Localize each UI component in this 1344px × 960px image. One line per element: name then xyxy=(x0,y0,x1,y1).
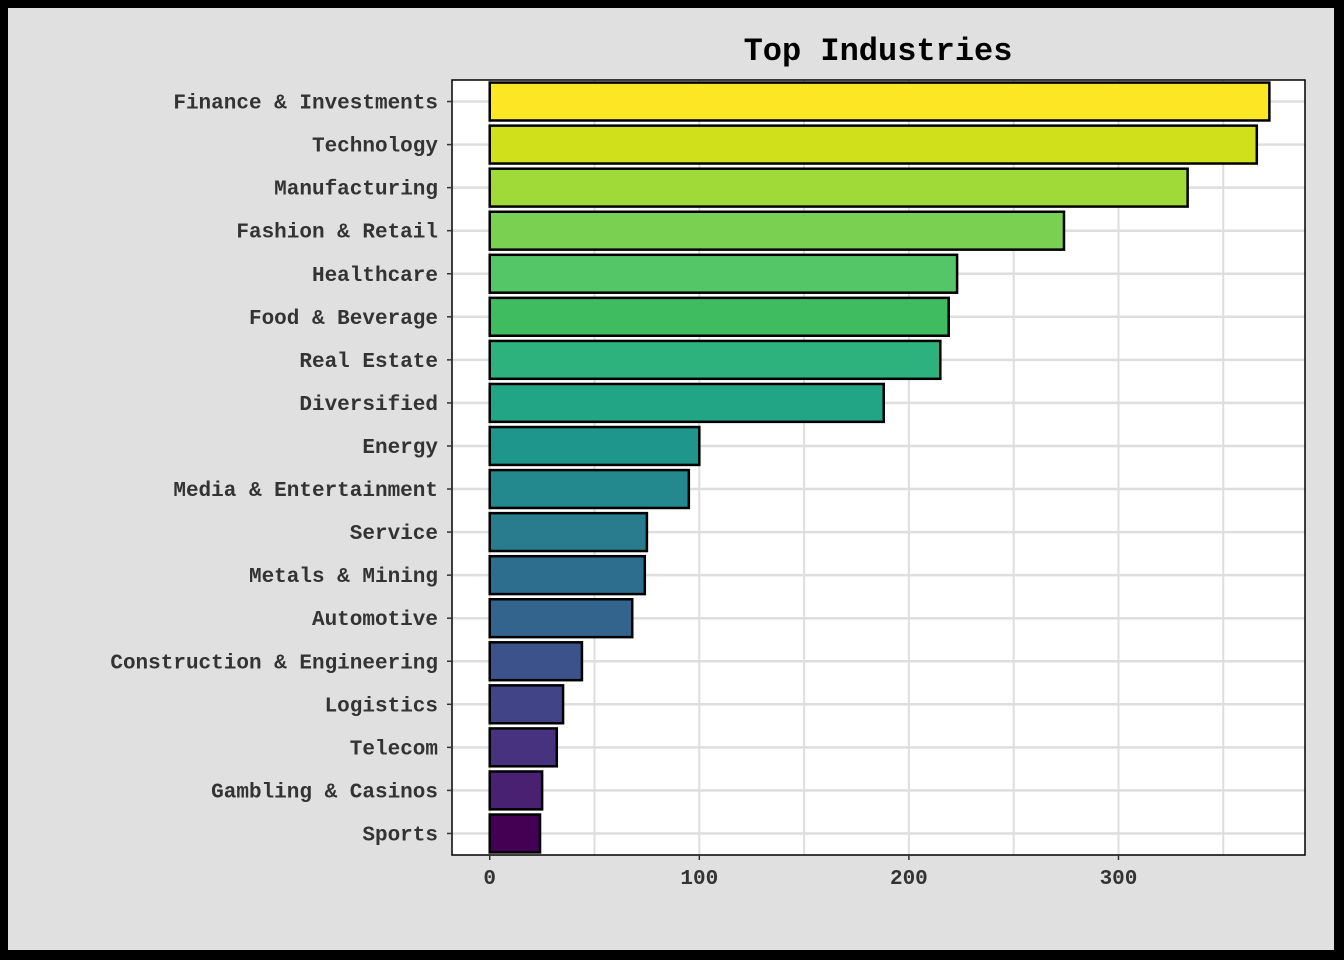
bar xyxy=(488,253,959,294)
x-tick-label: 0 xyxy=(483,868,496,891)
chart-frame: Top Industries Finance & Investments Tech… xyxy=(8,8,1334,950)
plot-border xyxy=(451,79,1306,856)
x-tick-label: 300 xyxy=(1100,868,1138,891)
bar xyxy=(488,296,950,338)
y-tick-label: Automotive xyxy=(312,609,438,632)
y-tick-label: Metals & Mining xyxy=(249,566,438,589)
y-tick-label: Technology xyxy=(312,136,438,159)
y-tick-label: Sports xyxy=(362,824,438,847)
y-tick-label: Telecom xyxy=(350,738,438,761)
y-tick-label: Energy xyxy=(362,437,438,460)
bar xyxy=(488,124,1259,165)
bar xyxy=(488,425,701,467)
bar xyxy=(488,511,649,553)
bar xyxy=(488,382,885,424)
chart-title: Top Industries xyxy=(744,33,1013,70)
x-tick-label: 200 xyxy=(890,868,928,891)
bar xyxy=(488,598,634,639)
bar xyxy=(488,210,1066,251)
y-tick-label: Fashion & Retail xyxy=(236,222,438,245)
bar xyxy=(488,167,1189,208)
y-tick-label: Media & Entertainment xyxy=(173,480,438,503)
bar xyxy=(488,727,559,768)
y-tick-label: Food & Beverage xyxy=(249,308,438,331)
bar xyxy=(488,770,544,811)
chart: Top Industries Finance & Investments Tech… xyxy=(110,33,1306,891)
y-tick-label: Healthcare xyxy=(312,265,438,288)
bar xyxy=(488,468,691,510)
bar xyxy=(488,813,542,854)
y-tick-label: Construction & Engineering xyxy=(110,652,438,675)
y-tick-label: Finance & Investments xyxy=(173,93,438,116)
bar xyxy=(488,684,565,725)
bar xyxy=(488,641,584,682)
y-tick-label: Diversified xyxy=(299,394,438,417)
bar xyxy=(488,554,647,596)
y-tick-label: Logistics xyxy=(325,695,438,718)
y-tick-label: Gambling & Casinos xyxy=(211,781,438,804)
y-tick-label: Real Estate xyxy=(299,351,438,374)
bar xyxy=(488,339,942,381)
bar xyxy=(488,81,1271,122)
x-tick-label: 100 xyxy=(680,868,718,891)
y-tick-label: Manufacturing xyxy=(274,179,438,202)
y-tick-label: Service xyxy=(350,523,438,546)
